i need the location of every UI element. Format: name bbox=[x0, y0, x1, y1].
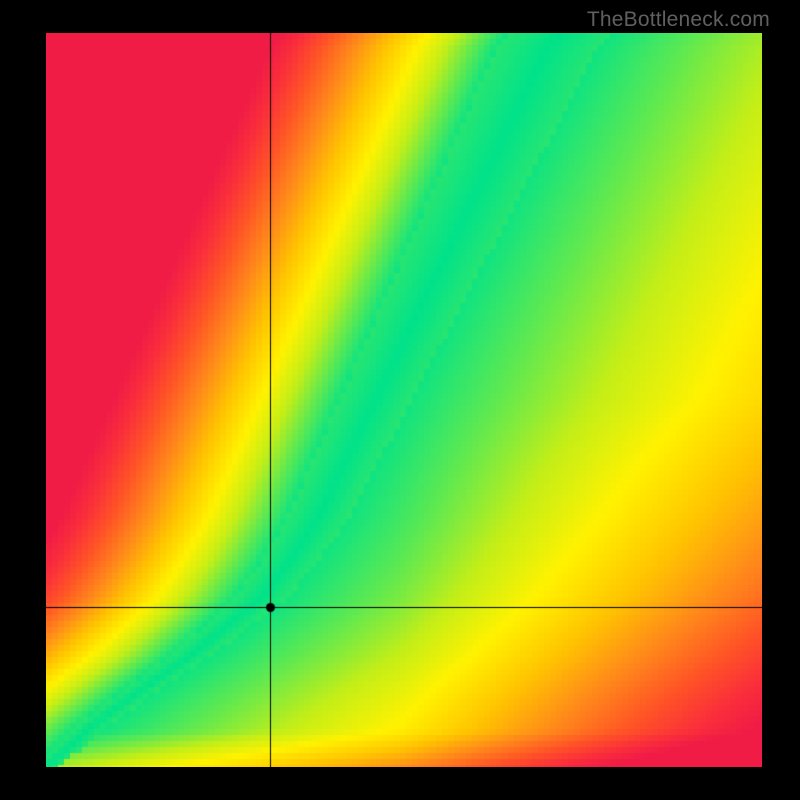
watermark-text: TheBottleneck.com bbox=[587, 8, 770, 32]
bottleneck-heatmap bbox=[46, 33, 762, 767]
chart-container: TheBottleneck.com bbox=[0, 0, 800, 800]
